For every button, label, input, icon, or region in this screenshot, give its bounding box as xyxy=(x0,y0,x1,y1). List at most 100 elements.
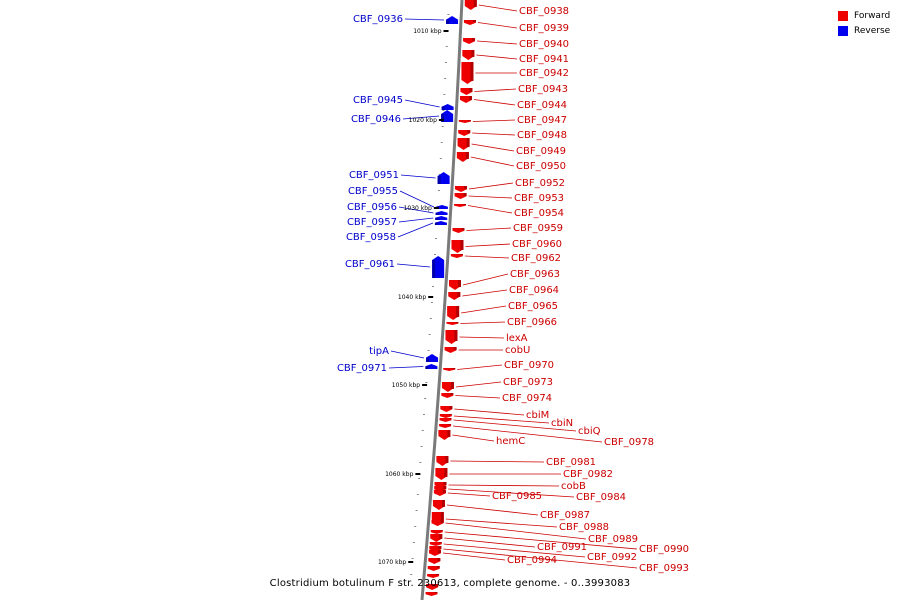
forward-gene[interactable] xyxy=(428,550,441,556)
gene-label[interactable]: CBF_0993 xyxy=(639,563,689,574)
gene-label[interactable]: CBF_0963 xyxy=(510,269,560,280)
gene-label[interactable]: CBF_0945 xyxy=(353,95,403,106)
gene-label[interactable]: tipA xyxy=(369,346,389,357)
gene-label[interactable]: CBF_0987 xyxy=(540,510,590,521)
forward-gene[interactable] xyxy=(439,414,452,418)
forward-gene[interactable] xyxy=(447,306,460,320)
gene-label[interactable]: CBF_0944 xyxy=(517,100,567,111)
gene-label[interactable]: CBF_0990 xyxy=(639,544,689,555)
gene-label[interactable]: CBF_0989 xyxy=(588,534,638,545)
reverse-gene[interactable] xyxy=(425,364,438,369)
gene-label[interactable]: CBF_0965 xyxy=(508,301,558,312)
forward-gene[interactable] xyxy=(456,152,469,162)
gene-label[interactable]: CBF_0978 xyxy=(604,437,654,448)
forward-gene[interactable] xyxy=(464,0,477,10)
gene-label[interactable]: CBF_0955 xyxy=(348,186,398,197)
gene-label[interactable]: CBF_0988 xyxy=(559,522,609,533)
gene-label[interactable]: CBF_0936 xyxy=(353,14,403,25)
forward-gene[interactable] xyxy=(448,280,461,290)
gene-label[interactable]: CBF_0973 xyxy=(503,377,553,388)
forward-gene[interactable] xyxy=(450,254,463,258)
forward-gene[interactable] xyxy=(441,382,454,392)
reverse-gene[interactable] xyxy=(435,211,448,215)
gene-label[interactable]: CBF_0981 xyxy=(546,457,596,468)
forward-gene[interactable] xyxy=(460,88,473,95)
forward-gene[interactable] xyxy=(448,292,461,300)
forward-gene[interactable] xyxy=(446,322,459,325)
gene-label[interactable]: CBF_0947 xyxy=(517,115,567,126)
gene-label[interactable]: CBF_0941 xyxy=(519,54,569,65)
forward-gene[interactable] xyxy=(429,542,442,546)
gene-label[interactable]: CBF_0962 xyxy=(511,253,561,264)
gene-label[interactable]: CBF_0966 xyxy=(507,317,557,328)
gene-label[interactable]: lexA xyxy=(506,333,528,344)
gene-label[interactable]: CBF_0960 xyxy=(512,239,562,250)
gene-label[interactable]: CBF_0952 xyxy=(515,178,565,189)
gene-label[interactable]: CBF_0939 xyxy=(519,23,569,34)
gene-label[interactable]: CBF_0957 xyxy=(347,217,397,228)
gene-label[interactable]: CBF_0956 xyxy=(347,202,397,213)
forward-gene[interactable] xyxy=(435,468,448,480)
forward-gene[interactable] xyxy=(426,584,439,590)
forward-gene[interactable] xyxy=(428,558,441,564)
gene-label[interactable]: CBF_0971 xyxy=(337,363,387,374)
gene-label[interactable]: cbiN xyxy=(551,418,573,429)
gene-label[interactable]: CBF_0938 xyxy=(519,6,569,17)
forward-gene[interactable] xyxy=(431,520,444,526)
gene-label[interactable]: CBF_0982 xyxy=(563,469,613,480)
forward-gene[interactable] xyxy=(445,330,458,344)
reverse-gene[interactable] xyxy=(437,172,450,184)
gene-label[interactable]: cobB xyxy=(561,481,586,492)
forward-gene[interactable] xyxy=(454,186,467,192)
forward-gene[interactable] xyxy=(441,393,454,398)
gene-label[interactable]: cbiQ xyxy=(578,426,601,437)
forward-gene[interactable] xyxy=(439,424,452,428)
forward-gene[interactable] xyxy=(430,530,443,534)
forward-gene[interactable] xyxy=(433,490,446,496)
reverse-gene[interactable] xyxy=(435,216,448,220)
forward-gene[interactable] xyxy=(454,193,467,199)
forward-gene[interactable] xyxy=(451,240,464,253)
forward-gene[interactable] xyxy=(463,20,476,25)
gene-label[interactable]: CBF_0958 xyxy=(346,232,396,243)
gene-label[interactable]: CBF_0951 xyxy=(349,170,399,181)
forward-gene[interactable] xyxy=(463,38,476,44)
reverse-gene[interactable] xyxy=(441,104,454,110)
gene-label[interactable]: cbiM xyxy=(526,410,549,421)
forward-gene[interactable] xyxy=(427,566,440,571)
forward-gene[interactable] xyxy=(457,138,470,150)
gene-label[interactable]: CBF_0949 xyxy=(516,146,566,157)
forward-gene[interactable] xyxy=(425,592,438,596)
gene-label[interactable]: CBF_0954 xyxy=(514,208,564,219)
reverse-gene[interactable] xyxy=(434,221,447,225)
gene-label[interactable]: CBF_0994 xyxy=(507,555,557,566)
forward-gene[interactable] xyxy=(461,62,474,84)
gene-label[interactable]: CBF_0959 xyxy=(513,223,563,234)
gene-label[interactable]: CBF_0970 xyxy=(504,360,554,371)
gene-label[interactable]: hemC xyxy=(496,436,525,447)
forward-gene[interactable] xyxy=(443,368,456,371)
forward-gene[interactable] xyxy=(462,50,475,60)
forward-gene[interactable] xyxy=(444,347,457,353)
gene-label[interactable]: CBF_0948 xyxy=(517,130,567,141)
forward-gene[interactable] xyxy=(436,456,449,466)
gene-label[interactable]: CBF_0991 xyxy=(537,542,587,553)
forward-gene[interactable] xyxy=(430,534,443,542)
forward-gene[interactable] xyxy=(452,228,465,233)
forward-gene[interactable] xyxy=(427,574,440,578)
gene-label[interactable]: CBF_0992 xyxy=(587,552,637,563)
gene-label[interactable]: CBF_0961 xyxy=(345,259,395,270)
forward-gene[interactable] xyxy=(458,120,471,123)
gene-label[interactable]: CBF_0946 xyxy=(351,114,401,125)
forward-gene[interactable] xyxy=(439,418,452,422)
forward-gene[interactable] xyxy=(432,500,445,510)
forward-gene[interactable] xyxy=(454,204,467,207)
forward-gene[interactable] xyxy=(438,430,451,440)
forward-gene[interactable] xyxy=(440,406,453,412)
reverse-gene[interactable] xyxy=(432,256,445,278)
reverse-gene[interactable] xyxy=(426,354,439,362)
gene-label[interactable]: CBF_0950 xyxy=(516,161,566,172)
gene-label[interactable]: CBF_0974 xyxy=(502,393,552,404)
reverse-gene[interactable] xyxy=(441,110,454,122)
gene-label[interactable]: CBF_0964 xyxy=(509,285,559,296)
